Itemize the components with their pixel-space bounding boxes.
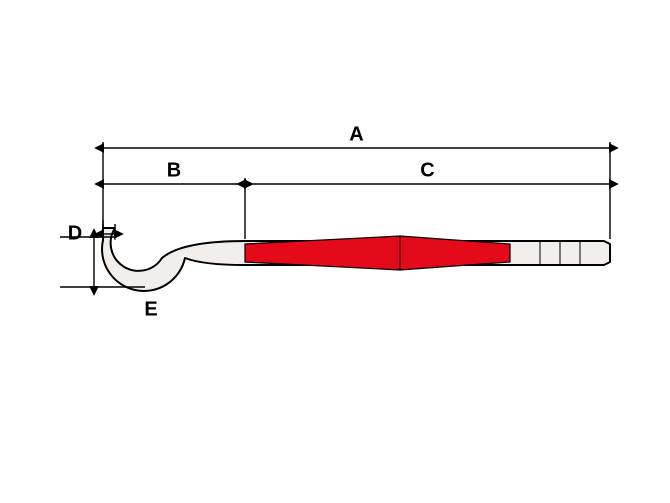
label-a: A xyxy=(349,123,363,145)
label-e: E xyxy=(144,298,157,320)
label-c: C xyxy=(420,159,434,181)
label-d: D xyxy=(68,222,82,244)
label-b: B xyxy=(167,159,181,181)
